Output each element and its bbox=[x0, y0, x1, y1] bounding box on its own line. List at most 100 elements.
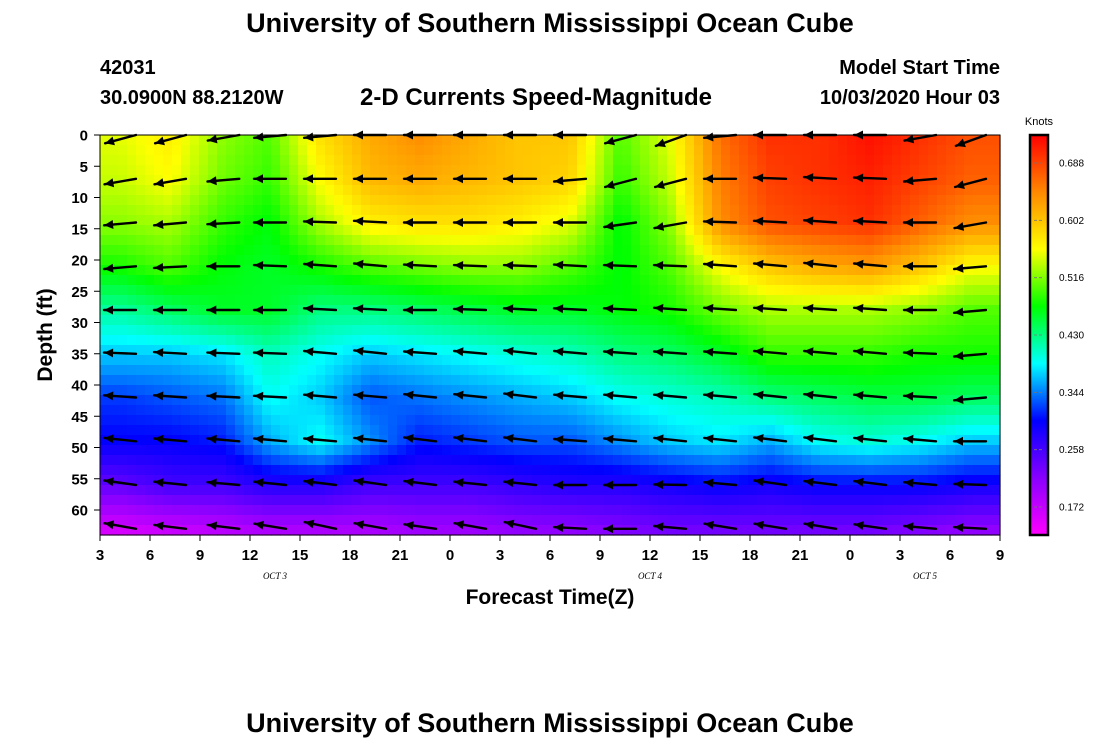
heatmap-cell bbox=[928, 185, 938, 196]
heatmap-cell bbox=[433, 505, 443, 516]
heatmap-cell bbox=[415, 425, 425, 436]
heatmap-cell bbox=[334, 215, 344, 226]
heatmap-cell bbox=[190, 365, 200, 376]
heatmap-cell bbox=[775, 225, 785, 236]
heatmap-cell bbox=[388, 485, 398, 496]
heatmap-cell bbox=[397, 455, 407, 466]
current-arrow bbox=[152, 434, 188, 444]
heatmap-cell bbox=[307, 235, 317, 246]
heatmap-cell bbox=[262, 415, 272, 426]
heatmap-cell bbox=[883, 435, 893, 446]
heatmap-cell bbox=[865, 405, 875, 416]
heatmap-cell bbox=[172, 235, 182, 246]
heatmap-cell bbox=[577, 255, 587, 266]
heatmap-cell bbox=[730, 135, 740, 146]
heatmap-cell bbox=[874, 355, 884, 366]
heatmap-cell bbox=[721, 285, 731, 296]
heatmap-cell bbox=[388, 295, 398, 306]
heatmap-cell bbox=[991, 525, 1001, 536]
heatmap-cell bbox=[676, 195, 686, 206]
heatmap-cell bbox=[892, 355, 902, 366]
heatmap-cell bbox=[568, 195, 578, 206]
heatmap-cell bbox=[658, 245, 668, 256]
current-arrow bbox=[403, 477, 438, 487]
heatmap-cell bbox=[703, 495, 713, 506]
heatmap-cell bbox=[181, 205, 191, 216]
heatmap-cell bbox=[982, 495, 992, 506]
heatmap-cell bbox=[478, 185, 488, 196]
heatmap-cell bbox=[937, 525, 947, 536]
heatmap-cell bbox=[946, 285, 956, 296]
heatmap-cell bbox=[262, 465, 272, 476]
heatmap-cell bbox=[622, 165, 632, 176]
heatmap-cell bbox=[802, 185, 812, 196]
heatmap-cell bbox=[559, 365, 569, 376]
heatmap-cell bbox=[829, 345, 839, 356]
heatmap-cell bbox=[190, 215, 200, 226]
heatmap-cell bbox=[847, 165, 857, 176]
heatmap-cell bbox=[712, 455, 722, 466]
heatmap-cell bbox=[775, 415, 785, 426]
heatmap-cell bbox=[451, 495, 461, 506]
heatmap-cell bbox=[883, 445, 893, 456]
heatmap-cell bbox=[577, 315, 587, 326]
heatmap-cell bbox=[505, 505, 515, 516]
heatmap-cell bbox=[559, 345, 569, 356]
heatmap-cell bbox=[757, 455, 767, 466]
heatmap-cell bbox=[703, 325, 713, 336]
heatmap-cell bbox=[991, 415, 1001, 426]
y-tick-label: 40 bbox=[71, 378, 88, 395]
heatmap-cell bbox=[289, 415, 299, 426]
heatmap-cell bbox=[595, 405, 605, 416]
heatmap-cell bbox=[199, 395, 209, 406]
heatmap-cell bbox=[712, 205, 722, 216]
heatmap-cell bbox=[496, 235, 506, 246]
heatmap-cell bbox=[766, 185, 776, 196]
x-tick-label: 6 bbox=[546, 547, 554, 564]
heatmap-cell bbox=[181, 455, 191, 466]
heatmap-cell bbox=[478, 355, 488, 366]
heatmap-cell bbox=[982, 465, 992, 476]
heatmap-cell bbox=[982, 455, 992, 466]
heatmap-cell bbox=[568, 185, 578, 196]
heatmap-cell bbox=[685, 425, 695, 436]
heatmap-cell bbox=[676, 505, 686, 516]
heatmap-cell bbox=[487, 485, 497, 496]
heatmap-cell bbox=[613, 305, 623, 316]
heatmap-cell bbox=[685, 385, 695, 396]
heatmap-cell bbox=[424, 525, 434, 536]
heatmap-cell bbox=[559, 235, 569, 246]
heatmap-cell bbox=[406, 135, 416, 146]
heatmap-cell bbox=[514, 445, 524, 456]
heatmap-cell bbox=[883, 145, 893, 156]
heatmap-cell bbox=[640, 355, 650, 366]
heatmap-cell bbox=[946, 465, 956, 476]
heatmap-cell bbox=[766, 505, 776, 516]
heatmap-cell bbox=[154, 185, 164, 196]
heatmap-cell bbox=[487, 405, 497, 416]
heatmap-cell bbox=[163, 385, 173, 396]
colorbar-tick-label: 0.602 bbox=[1059, 216, 1084, 227]
heatmap-cell bbox=[676, 185, 686, 196]
heatmap-cell bbox=[514, 185, 524, 196]
heatmap-cell bbox=[622, 415, 632, 426]
heatmap-cell bbox=[298, 375, 308, 386]
heatmap-cell bbox=[424, 375, 434, 386]
heatmap-cell bbox=[523, 355, 533, 366]
heatmap-cell bbox=[568, 275, 578, 286]
heatmap-cell bbox=[577, 385, 587, 396]
heatmap-cell bbox=[424, 145, 434, 156]
heatmap-cell bbox=[640, 435, 650, 446]
heatmap-cell bbox=[415, 415, 425, 426]
heatmap-cell bbox=[469, 145, 479, 156]
heatmap-cell bbox=[604, 195, 614, 206]
colorbar-tick-label: 0.172 bbox=[1059, 503, 1084, 514]
heatmap-cell bbox=[856, 455, 866, 466]
heatmap-cell bbox=[208, 465, 218, 476]
heatmap-cell bbox=[109, 495, 119, 506]
heatmap-cell bbox=[505, 135, 515, 146]
heatmap-cell bbox=[136, 155, 146, 166]
heatmap-cell bbox=[424, 185, 434, 196]
heatmap-cell bbox=[235, 255, 245, 266]
heatmap-cell bbox=[253, 235, 263, 246]
